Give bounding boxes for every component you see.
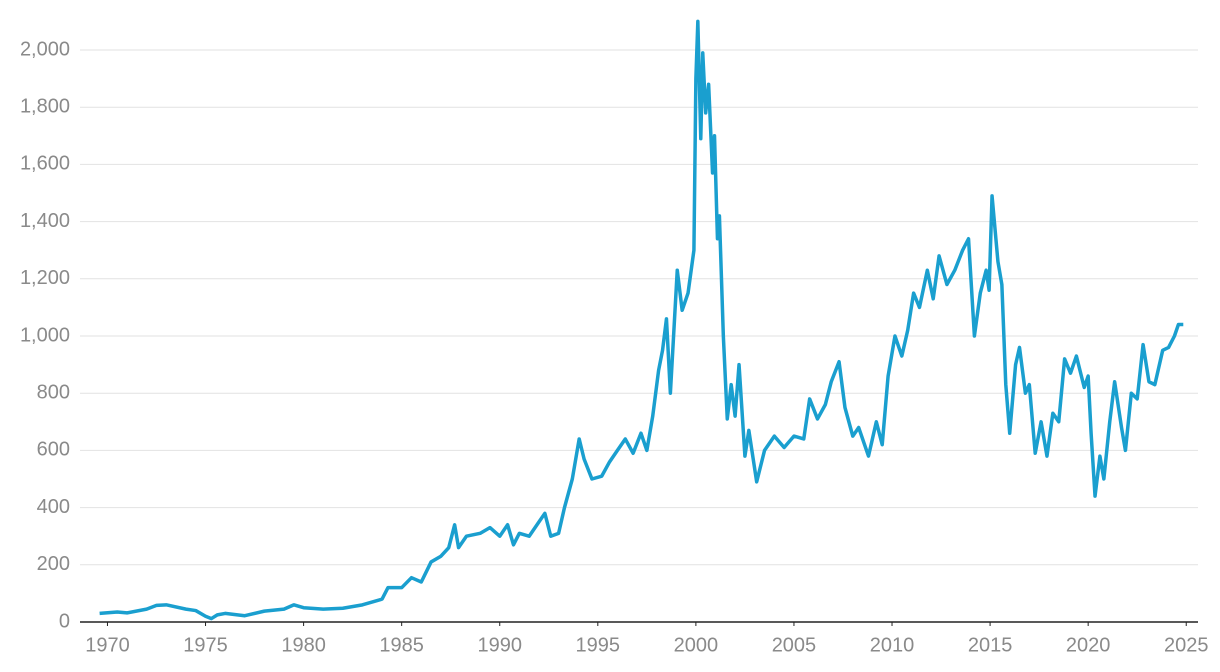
y-tick-label: 600 xyxy=(37,439,70,461)
data-line xyxy=(99,19,1184,621)
y-tick-label: 1,000 xyxy=(20,324,70,346)
x-tick-label: 1985 xyxy=(379,634,424,656)
y-tick-label: 1,200 xyxy=(20,267,70,289)
x-tick-label: 2015 xyxy=(968,634,1013,656)
x-tick-label: 1990 xyxy=(477,634,522,656)
y-tick-label: 1,600 xyxy=(20,153,70,175)
x-tick-label: 1995 xyxy=(576,634,621,656)
x-tick-label: 2000 xyxy=(674,634,719,656)
y-tick-label: 200 xyxy=(37,553,70,575)
x-tick-label: 1975 xyxy=(183,634,228,656)
y-tick-label: 1,400 xyxy=(20,210,70,232)
y-tick-label: 400 xyxy=(37,496,70,518)
x-tick-label: 2010 xyxy=(870,634,915,656)
y-tick-label: 0 xyxy=(59,610,70,632)
x-tick-label: 1970 xyxy=(85,634,130,656)
x-tick-label: 2025 xyxy=(1164,634,1209,656)
x-tick-label: 2005 xyxy=(772,634,817,656)
y-tick-label: 2,000 xyxy=(20,38,70,60)
x-tick-label: 2020 xyxy=(1066,634,1111,656)
y-tick-label: 1,800 xyxy=(20,95,70,117)
y-tick-label: 800 xyxy=(37,381,70,403)
x-tick-label: 1980 xyxy=(281,634,326,656)
